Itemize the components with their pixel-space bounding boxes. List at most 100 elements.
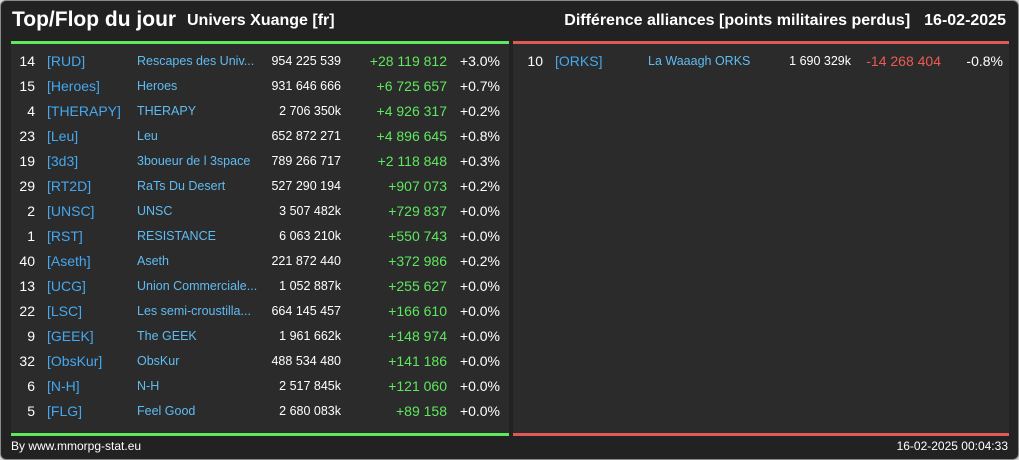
percent-cell: +0.2% [459,178,500,194]
percent-cell: +0.0% [459,328,500,344]
alliance-tag-link[interactable]: [UCG] [47,278,86,294]
percent-cell: +0.0% [459,353,500,369]
alliance-row: 6 [N-H] N-H 2 517 845k +121 060 +0.0% [11,374,509,399]
alliance-name-link[interactable]: Leu [137,129,158,143]
alliance-tag-link[interactable]: [RST] [47,228,83,244]
alliance-row: 40 [Aseth] Aseth 221 872 440 +372 986 +0.2% [11,249,509,274]
difference-cell: +121 060 [388,378,447,394]
alliance-name-link[interactable]: Feel Good [137,404,196,418]
points-cell: 2 706 350k [279,104,341,118]
alliance-name-link[interactable]: ObsKur [137,354,180,368]
alliance-name-link[interactable]: The GEEK [137,329,197,343]
alliance-name-link[interactable]: La Waaagh ORKS [648,54,751,68]
percent-cell: -0.8% [966,53,1003,69]
difference-cell: +28 119 812 [369,53,447,69]
header-date: 16-02-2025 [924,12,1006,29]
footer-timestamp: 16-02-2025 00:04:33 [896,439,1008,453]
top-gainers-panel: 14 [RUD] Rescapes des Univ... 954 225 539 +2… [11,41,509,436]
alliance-row: 19 [3d3] 3boueur de l 3space 789 266 717 +2 … [11,149,509,174]
alliance-tag-link[interactable]: [Heroes] [47,78,100,94]
difference-cell: +4 896 645 [376,128,447,144]
alliance-name-link[interactable]: N-H [137,379,160,393]
percent-cell: +0.0% [459,228,500,244]
alliance-row: 5 [FLG] Feel Good 2 680 083k +89 158 +0.0% [11,399,509,424]
alliance-tag-link[interactable]: [ObsKur] [47,353,103,369]
server-name: Univers Xuange [fr] [187,12,335,29]
alliance-name-link[interactable]: RESISTANCE [137,229,216,243]
alliance-tag-link[interactable]: [THERAPY] [47,103,121,119]
alliance-name-link[interactable]: Union Commerciale... [137,279,258,293]
rank-cell: 2 [27,203,35,219]
difference-cell: +6 725 657 [376,78,447,94]
alliance-row: 15 [Heroes] Heroes 931 646 666 +6 725 657 +0.… [11,74,509,99]
points-cell: 1 052 887k [279,279,341,293]
rank-cell: 1 [27,228,35,244]
difference-cell: +166 610 [388,303,447,319]
rank-cell: 19 [19,153,35,169]
alliance-name-link[interactable]: Rescapes des Univ... [137,54,255,68]
points-cell: 3 507 482k [279,204,341,218]
alliance-name-link[interactable]: 3boueur de l 3space [137,154,251,168]
points-cell: 527 290 194 [271,179,341,193]
alliance-row: 32 [ObsKur] ObsKur 488 534 480 +141 186 +0.0% [11,349,509,374]
rank-cell: 13 [19,278,35,294]
percent-cell: +0.0% [459,278,500,294]
points-cell: 2 517 845k [279,379,341,393]
points-cell: 488 534 480 [271,354,341,368]
rank-cell: 14 [19,53,35,69]
alliance-row: 29 [RT2D] RaTs Du Desert 527 290 194 +907 07… [11,174,509,199]
alliance-row: 13 [UCG] Union Commerciale... 1 052 887k +25… [11,274,509,299]
alliance-tag-link[interactable]: [RT2D] [47,178,92,194]
percent-cell: +0.7% [459,78,500,94]
difference-cell: +372 986 [388,253,447,269]
alliance-tag-link[interactable]: [GEEK] [47,328,94,344]
rank-cell: 4 [27,103,35,119]
alliance-row: 9 [GEEK] The GEEK 1 961 662k +148 974 +0.0% [11,324,509,349]
percent-cell: +0.2% [459,103,500,119]
alliance-tag-link[interactable]: [3d3] [47,153,79,169]
rank-cell: 23 [19,128,35,144]
percent-cell: +0.2% [459,253,500,269]
percent-cell: +0.0% [459,303,500,319]
points-cell: 6 063 210k [279,229,341,243]
rank-cell: 29 [19,178,35,194]
points-cell: 789 266 717 [271,154,341,168]
header-right: Différence alliances [points militaires … [564,12,1006,30]
alliance-row: 2 [UNSC] UNSC 3 507 482k +729 837 +0.0% [11,199,509,224]
rank-cell: 40 [19,253,35,269]
top-losers-panel: 10 [ORKS] La Waaagh ORKS 1 690 329k -14 268 … [513,41,1009,436]
alliance-name-link[interactable]: UNSC [137,204,173,218]
difference-cell: +4 926 317 [376,103,447,119]
percent-cell: +0.8% [459,128,500,144]
rank-cell: 5 [27,403,35,419]
alliance-tag-link[interactable]: [N-H] [47,378,80,394]
alliance-tag-link[interactable]: [Aseth] [47,253,91,269]
difference-cell: +255 627 [388,278,447,294]
percent-cell: +0.0% [459,203,500,219]
rank-cell: 15 [19,78,35,94]
difference-cell: +2 118 848 [377,153,447,169]
alliance-name-link[interactable]: THERAPY [137,104,197,118]
alliance-name-link[interactable]: Aseth [137,254,169,268]
alliance-row: 10 [ORKS] La Waaagh ORKS 1 690 329k -14 268 … [513,49,1009,74]
difference-cell: +148 974 [388,328,447,344]
alliance-tag-link[interactable]: [Leu] [47,128,79,144]
alliance-tag-link[interactable]: [FLG] [47,403,83,419]
alliance-name-link[interactable]: Les semi-croustilla... [137,304,251,318]
alliance-row: 23 [Leu] Leu 652 872 271 +4 896 645 +0.8% [11,124,509,149]
rank-cell: 6 [27,378,35,394]
alliance-tag-link[interactable]: [RUD] [47,53,86,69]
ranking-subtitle: Différence alliances [points militaires … [564,12,911,29]
alliance-tag-link[interactable]: [LSC] [47,303,83,319]
alliance-tag-link[interactable]: [UNSC] [47,203,95,219]
points-cell: 954 225 539 [271,54,341,68]
alliance-tag-link[interactable]: [ORKS] [555,53,603,69]
header: Top/Flop du jour Univers Xuange [fr] Dif… [1,1,1018,41]
points-cell: 931 646 666 [271,79,341,93]
points-cell: 652 872 271 [271,129,341,143]
percent-cell: +0.3% [459,153,500,169]
footer-credit: By www.mmorpg-stat.eu [11,439,142,453]
alliance-name-link[interactable]: Heroes [137,79,178,93]
alliance-name-link[interactable]: RaTs Du Desert [137,179,226,193]
alliance-row: 4 [THERAPY] THERAPY 2 706 350k +4 926 317 +0.… [11,99,509,124]
